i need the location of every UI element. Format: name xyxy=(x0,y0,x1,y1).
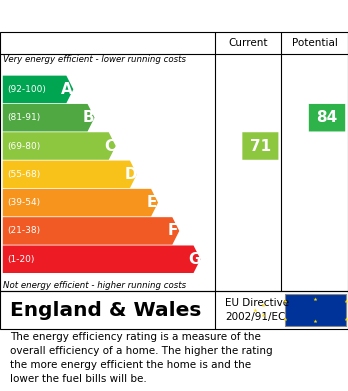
Text: Potential: Potential xyxy=(292,38,338,48)
Text: (92-100): (92-100) xyxy=(7,85,46,94)
Polygon shape xyxy=(3,104,95,131)
Text: 71: 71 xyxy=(250,138,271,154)
Text: D: D xyxy=(124,167,137,182)
Text: E: E xyxy=(147,195,157,210)
Polygon shape xyxy=(218,132,278,160)
Polygon shape xyxy=(3,189,158,216)
Text: England & Wales: England & Wales xyxy=(10,301,202,319)
Text: G: G xyxy=(188,252,200,267)
Text: EU Directive
2002/91/EC: EU Directive 2002/91/EC xyxy=(225,298,289,322)
Polygon shape xyxy=(3,217,179,245)
Text: Current: Current xyxy=(228,38,268,48)
Polygon shape xyxy=(3,246,200,273)
Text: Not energy efficient - higher running costs: Not energy efficient - higher running co… xyxy=(3,281,187,290)
Text: (39-54): (39-54) xyxy=(7,198,40,207)
Text: (55-68): (55-68) xyxy=(7,170,40,179)
Polygon shape xyxy=(3,132,116,160)
Text: (69-80): (69-80) xyxy=(7,142,40,151)
Polygon shape xyxy=(3,161,137,188)
Text: The energy efficiency rating is a measure of the
overall efficiency of a home. T: The energy efficiency rating is a measur… xyxy=(10,332,273,384)
Text: (1-20): (1-20) xyxy=(7,255,34,264)
Bar xyxy=(285,294,346,326)
Text: 84: 84 xyxy=(316,110,338,125)
Text: Energy Efficiency Rating: Energy Efficiency Rating xyxy=(14,7,254,25)
Text: (81-91): (81-91) xyxy=(7,113,40,122)
Polygon shape xyxy=(284,104,345,131)
Text: F: F xyxy=(168,223,178,239)
Text: C: C xyxy=(104,138,115,154)
Polygon shape xyxy=(3,75,73,103)
Text: B: B xyxy=(82,110,94,125)
Text: A: A xyxy=(61,82,73,97)
Text: Very energy efficient - lower running costs: Very energy efficient - lower running co… xyxy=(3,55,187,64)
Text: (21-38): (21-38) xyxy=(7,226,40,235)
